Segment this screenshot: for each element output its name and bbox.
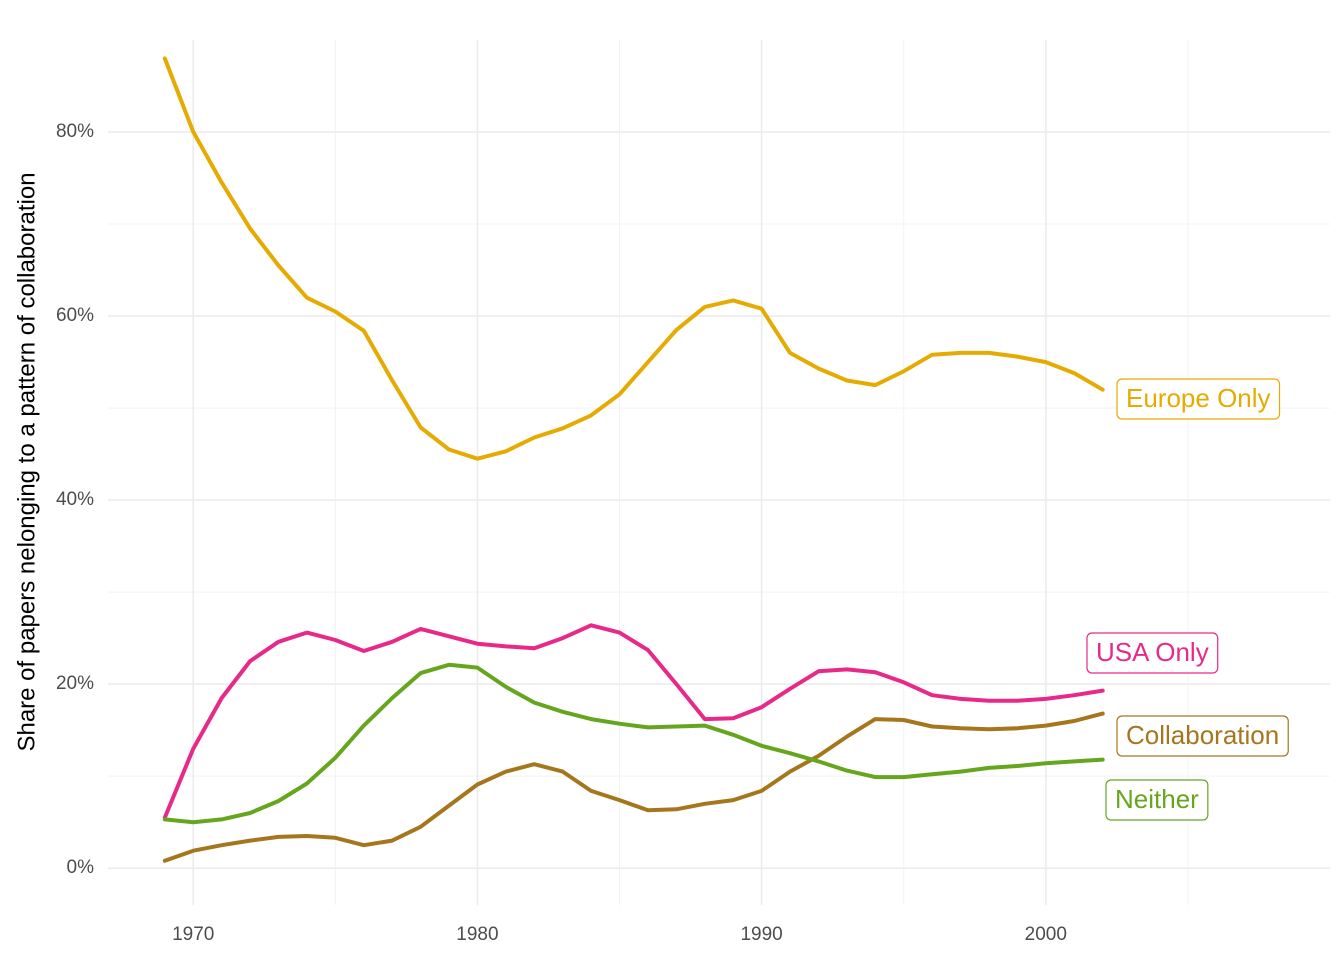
y-tick-label: 40% bbox=[56, 489, 94, 510]
series-label-box bbox=[1086, 632, 1219, 674]
y-tick-label: 60% bbox=[56, 305, 94, 326]
series-line bbox=[162, 662, 1105, 825]
series-label: Collaboration bbox=[1126, 720, 1279, 750]
x-tick-label: 2000 bbox=[1025, 924, 1067, 945]
series-label: USA Only bbox=[1096, 637, 1209, 667]
series-label-box bbox=[1105, 779, 1209, 821]
series-line bbox=[162, 623, 1105, 820]
series-label: Europe Only bbox=[1126, 383, 1271, 413]
series-label-box bbox=[1116, 378, 1281, 420]
series-line bbox=[162, 711, 1105, 863]
y-tick-label: 20% bbox=[56, 673, 94, 694]
series-label: Neither bbox=[1115, 784, 1199, 814]
x-tick-label: 1990 bbox=[740, 924, 782, 945]
y-axis-title: Share of papers nelonging to a pattern o… bbox=[13, 172, 40, 751]
y-tick-label: 0% bbox=[67, 857, 95, 878]
series-label-box bbox=[1116, 715, 1289, 757]
series-line bbox=[162, 56, 1105, 461]
x-tick-label: 1970 bbox=[172, 924, 214, 945]
x-tick-label: 1980 bbox=[456, 924, 498, 945]
y-tick-label: 80% bbox=[56, 121, 94, 142]
